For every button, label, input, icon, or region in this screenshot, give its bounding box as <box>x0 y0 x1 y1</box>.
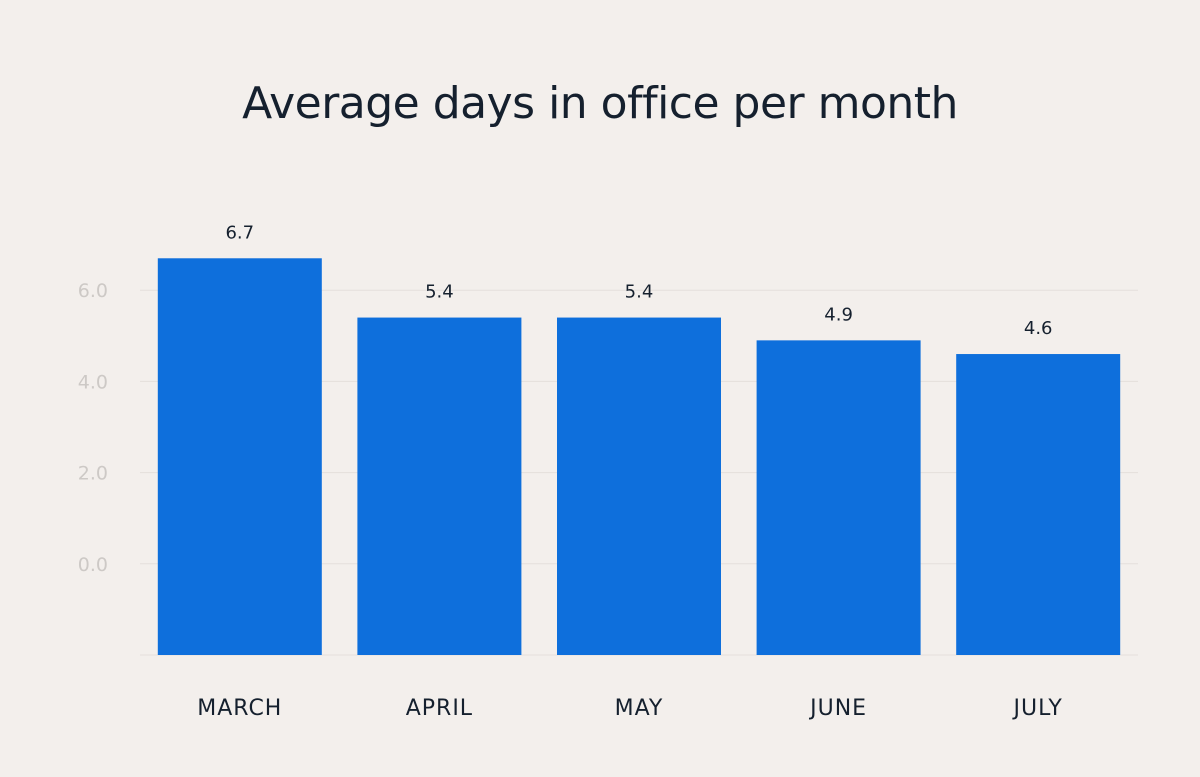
x-tick-label: JUNE <box>808 696 867 721</box>
x-tick-label: JULY <box>1012 696 1063 721</box>
y-tick-label: 6.0 <box>78 280 108 302</box>
x-tick-label: MARCH <box>197 696 282 721</box>
data-label: 5.4 <box>625 282 654 303</box>
x-tick-label: APRIL <box>406 696 473 721</box>
data-label: 6.7 <box>225 222 254 243</box>
y-tick-label: 2.0 <box>78 463 108 485</box>
chart-title: Average days in office per month <box>242 78 958 129</box>
y-tick-label: 4.0 <box>78 371 108 393</box>
data-label: 4.9 <box>824 304 853 325</box>
bar <box>157 258 322 655</box>
x-tick-label: MAY <box>615 696 664 721</box>
y-tick-label: 0.0 <box>78 554 108 576</box>
bar <box>756 340 921 655</box>
bar <box>557 317 721 655</box>
data-label: 4.6 <box>1024 318 1053 339</box>
bar <box>956 354 1121 655</box>
data-label: 5.4 <box>425 282 454 303</box>
bar <box>357 317 522 655</box>
